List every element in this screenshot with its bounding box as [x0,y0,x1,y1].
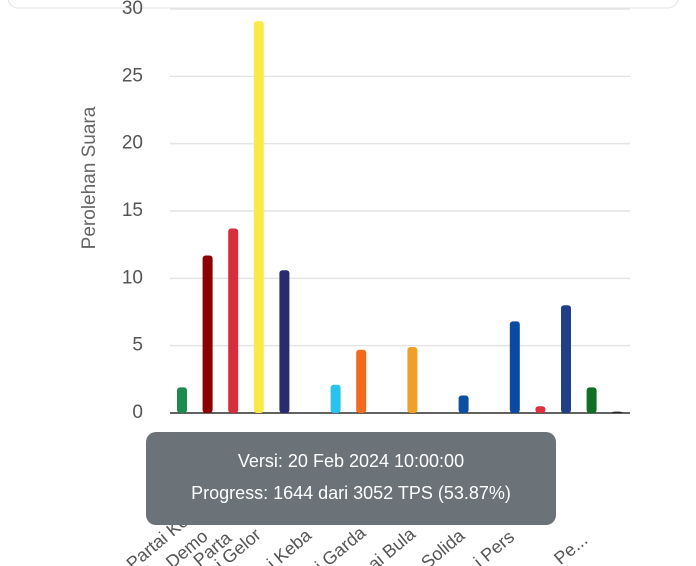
bar [202,255,213,413]
x-tick-label: ai Bula [364,523,420,566]
bar [177,387,187,413]
card-edge [7,0,679,9]
bar [509,321,520,413]
y-tick-label: 0 [132,402,143,423]
y-tick-label: 10 [122,267,143,288]
bar [279,270,290,413]
y-tick-label: 20 [122,133,143,154]
bar [458,395,469,413]
tooltip-line: Versi: 20 Feb 2024 10:00:00 [238,451,464,471]
bar [535,406,546,413]
x-tick-label: i Garda [311,522,370,566]
bar [253,21,264,414]
x-tick-label: i Keba [263,524,316,566]
x-tick-label: Solida [417,525,469,566]
bar [407,347,418,413]
bar [228,228,239,413]
tooltip [146,432,556,525]
y-axis-title: Perolehan Suara [79,106,100,249]
tooltip-line: Progress: 1644 dari 3052 TPS (53.87%) [191,483,511,503]
y-tick-label: 25 [122,65,143,86]
y-tick-label: 5 [132,335,143,356]
bar [356,349,367,413]
bar [561,305,571,413]
y-tick-label: 30 [122,0,143,19]
x-tick-label: Pe... [550,529,591,566]
y-tick-label: 15 [122,200,143,221]
bar [586,387,597,413]
bar [612,411,623,413]
x-tick-label: i Pers [470,527,518,566]
bar [330,384,341,413]
